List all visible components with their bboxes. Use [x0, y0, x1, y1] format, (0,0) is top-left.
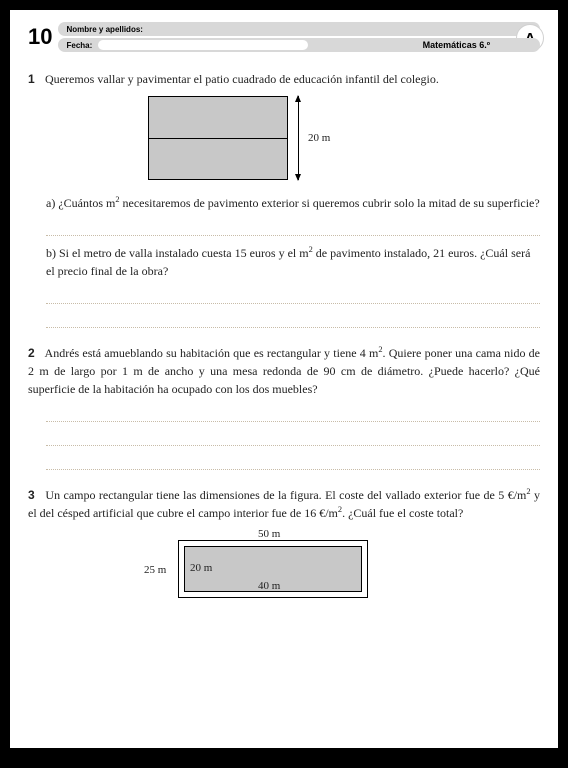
header: 10 Nombre y apellidos: Fecha: Matemática…: [28, 22, 540, 52]
header-fields: Nombre y apellidos: Fecha: Matemáticas 6…: [58, 22, 540, 52]
problem-2: 2 Andrés está amueblando su habitación q…: [28, 344, 540, 470]
problem-intro: Queremos vallar y pavimentar el patio cu…: [45, 72, 439, 86]
inner-width-label: 40 m: [258, 578, 280, 595]
dimension-label: 20 m: [308, 130, 330, 147]
name-field-row: Nombre y apellidos:: [58, 22, 540, 36]
answer-line[interactable]: [46, 454, 540, 470]
part-text: ¿Cuántos m2 necesitaremos de pavimento e…: [58, 196, 539, 210]
answer-line[interactable]: [46, 312, 540, 328]
dimension-arrow: [298, 96, 299, 180]
answer-line[interactable]: [46, 288, 540, 304]
date-input[interactable]: [98, 40, 308, 50]
problem-3: 3 Un campo rectangular tiene las dimensi…: [28, 486, 540, 608]
inner-height-label: 20 m: [190, 560, 212, 577]
square-midline: [149, 138, 287, 139]
answer-line[interactable]: [46, 220, 540, 236]
problem-intro: Andrés está amueblando su habitación que…: [28, 346, 540, 396]
name-label: Nombre y apellidos:: [66, 25, 142, 34]
worksheet-page: A 10 Nombre y apellidos: Fecha: Matemáti…: [10, 10, 558, 748]
figure-nested-rect: 50 m 25 m 20 m 40 m: [158, 528, 398, 608]
part-text: Si el metro de valla instalado cuesta 15…: [46, 246, 530, 278]
date-label: Fecha:: [66, 41, 92, 50]
date-field-row: Fecha: Matemáticas 6.º: [58, 38, 540, 52]
problem-intro: Un campo rectangular tiene las dimension…: [28, 488, 540, 520]
problem-number: 3: [28, 486, 42, 504]
subject-label: Matemáticas 6.º: [423, 40, 490, 50]
figure-square: 20 m: [148, 96, 348, 186]
outer-height-label: 25 m: [144, 562, 166, 579]
part-letter: b): [46, 246, 56, 260]
problem-1: 1 Queremos vallar y pavimentar el patio …: [28, 70, 540, 328]
page-number: 10: [28, 24, 52, 50]
problem-number: 2: [28, 344, 42, 362]
part-letter: a): [46, 196, 55, 210]
part-b: b) Si el metro de valla instalado cuesta…: [28, 244, 540, 280]
part-a: a) ¿Cuántos m2 necesitaremos de paviment…: [28, 194, 540, 212]
square-shape: [148, 96, 288, 180]
problem-number: 1: [28, 70, 42, 88]
answer-line[interactable]: [46, 406, 540, 422]
answer-line[interactable]: [46, 430, 540, 446]
